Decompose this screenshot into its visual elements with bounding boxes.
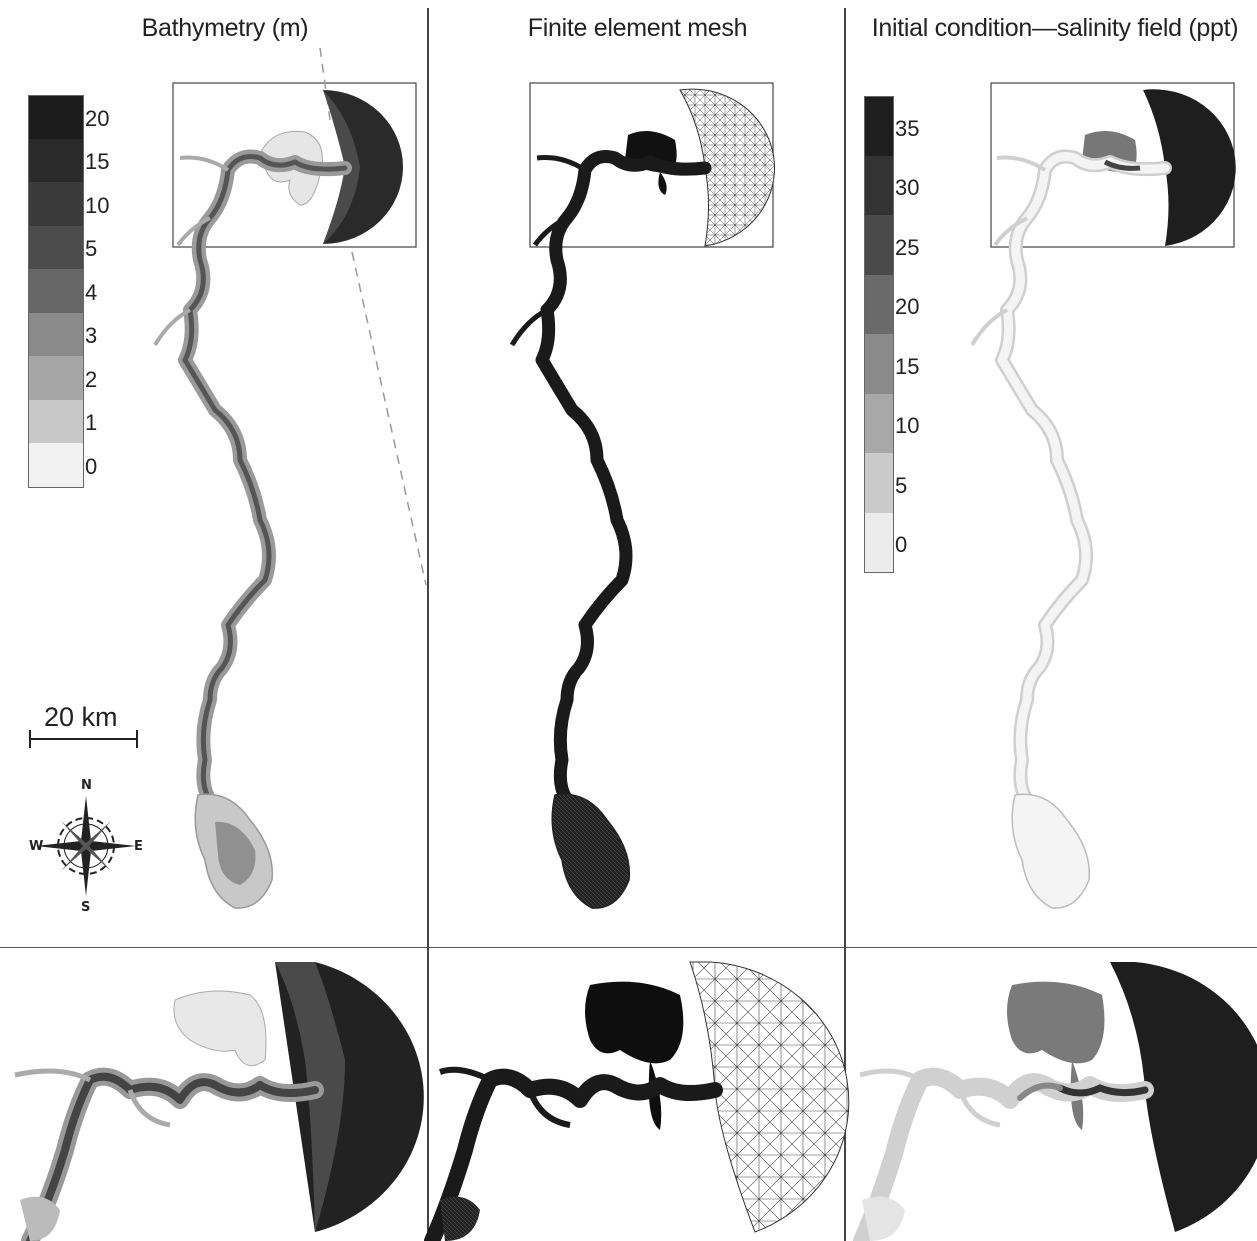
bathymetry-legend-swatch [28, 95, 84, 140]
divider-left [427, 8, 429, 1241]
salinity-legend-swatch [864, 274, 894, 334]
salinity-legend-tick-label: 30 [895, 175, 920, 201]
salinity-legend-swatch [864, 512, 894, 573]
tidal-flats-zoom [173, 990, 267, 1067]
bathymetry-inset-box [172, 82, 417, 248]
bathymetry-legend-swatch [28, 138, 84, 182]
compass-south-label: S [81, 900, 91, 915]
bathymetry-legend-tick-label: 15 [85, 149, 110, 175]
salinity-legend-swatch [864, 155, 894, 215]
salinity-legend-tick-label: 0 [895, 532, 908, 558]
compass-rose-icon [36, 796, 136, 896]
mesh-zoom [424, 961, 850, 1241]
salinity-legend-tick-label: 5 [895, 472, 908, 498]
bathymetry-legend-swatch [28, 443, 84, 488]
divider-right [844, 8, 846, 1241]
ocean-mesh-small [679, 88, 775, 247]
salinity-legend-swatch [864, 393, 894, 453]
river-channel-mesh [535, 150, 712, 807]
scale-bar [29, 730, 138, 748]
divider-horizontal [0, 947, 1257, 948]
salinity-map [970, 82, 1236, 909]
lake-salinity [1011, 793, 1091, 909]
bathymetry-legend-swatch [28, 312, 84, 356]
mesh-map [509, 82, 775, 909]
salinity-legend-tick-label: 15 [895, 353, 920, 379]
bathymetry-legend-swatch [28, 182, 84, 226]
salinity-legend-swatch [864, 334, 894, 394]
salinity-legend-tick-label: 20 [895, 294, 920, 320]
ocean-salinity-zoom [1110, 962, 1257, 1232]
bay-salinity-zoom [1007, 981, 1105, 1064]
mesh-title: Finite element mesh [527, 14, 748, 42]
bathymetry-legend-tick-label: 3 [85, 323, 98, 349]
bathymetry-legend-swatch [28, 399, 84, 443]
bathymetry-legend-tick-label: 5 [85, 236, 98, 262]
compass-west-label: W [29, 839, 44, 854]
bathymetry-zoom [14, 962, 424, 1241]
scale-bar-label: 20 km [44, 702, 118, 732]
salinity-title: Initial condition—salinity field (ppt) [871, 14, 1239, 42]
lake-mesh [551, 793, 631, 909]
ocean-mesh-zoom [689, 961, 850, 1233]
salinity-legend-tick-label: 35 [895, 115, 920, 141]
bathymetry-map [153, 47, 427, 909]
compass-east-label: E [134, 839, 143, 854]
bathymetry-legend-swatch [28, 269, 84, 313]
compass-north-label: N [81, 778, 92, 793]
inset-pointer-line [319, 47, 427, 586]
bathymetry-legend-tick-label: 2 [85, 366, 98, 392]
salinity-legend-swatch [864, 215, 894, 275]
salinity-legend-tick-label: 25 [895, 234, 920, 260]
bathymetry-legend-swatch [28, 225, 84, 269]
bathymetry-legend: 20 15 10 5 4 3 2 1 0 [28, 95, 118, 490]
bathymetry-legend-tick-label: 1 [85, 410, 98, 436]
bathymetry-legend-tick-label: 10 [85, 192, 110, 218]
bathymetry-title: Bathymetry (m) [141, 14, 309, 42]
bathymetry-legend-tick-label: 0 [85, 453, 98, 479]
bathymetry-legend-tick-label: 4 [85, 279, 98, 305]
bathymetry-legend-swatch [28, 356, 84, 400]
ocean-salinity-small [1143, 89, 1236, 246]
bathymetry-legend-tick-label: 20 [85, 105, 110, 131]
salinity-legend-swatch [864, 96, 894, 157]
salinity-legend-tick-label: 10 [895, 413, 920, 439]
salinity-zoom [853, 962, 1257, 1241]
salinity-legend-swatch [864, 453, 894, 513]
bay-mesh-zoom [585, 981, 684, 1064]
salinity-legend: 35 30 25 20 15 10 5 0 [864, 96, 954, 573]
